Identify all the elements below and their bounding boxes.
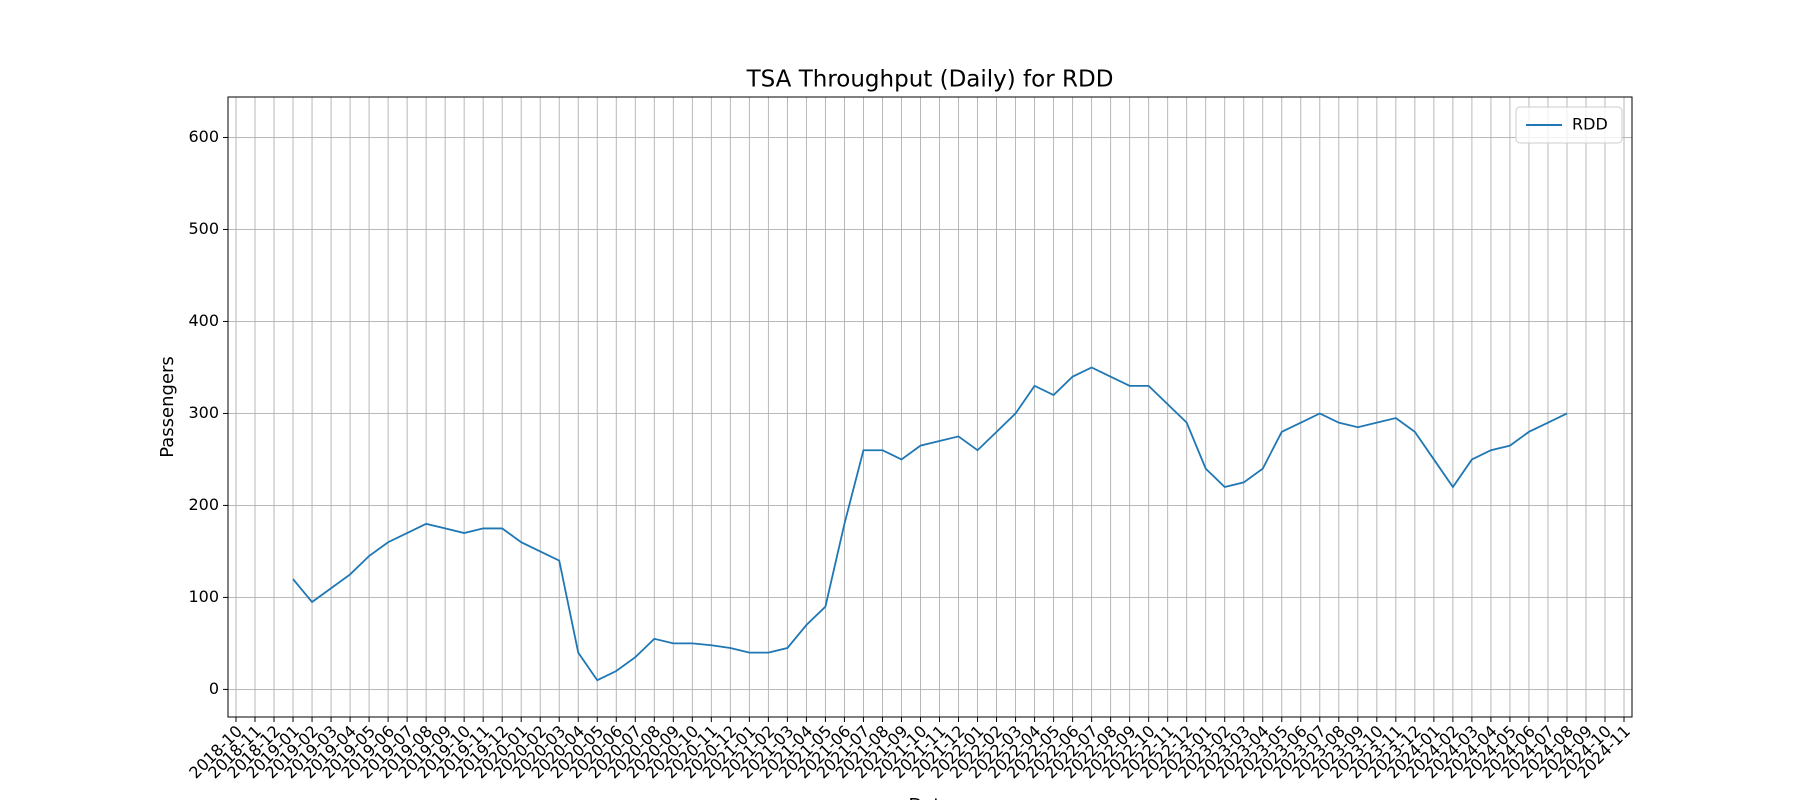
y-tick-label: 400 [188,311,219,330]
y-tick-label: 200 [188,495,219,514]
plot-frame [227,96,1633,718]
y-tick-label: 500 [188,219,219,238]
y-tick-label: 300 [188,403,219,422]
line [292,366,1568,682]
legend-box [1515,106,1623,144]
legend-label: RDD [1572,115,1608,134]
chart-title: TSA Throughput (Daily) for RDD [746,67,1114,93]
y-tick-label: 0 [209,679,219,698]
y-axis-label: Passengers [157,356,178,458]
y-tick-label: 600 [188,127,219,146]
y-tick-label: 100 [188,587,219,606]
x-axis-label: Date [908,795,951,800]
